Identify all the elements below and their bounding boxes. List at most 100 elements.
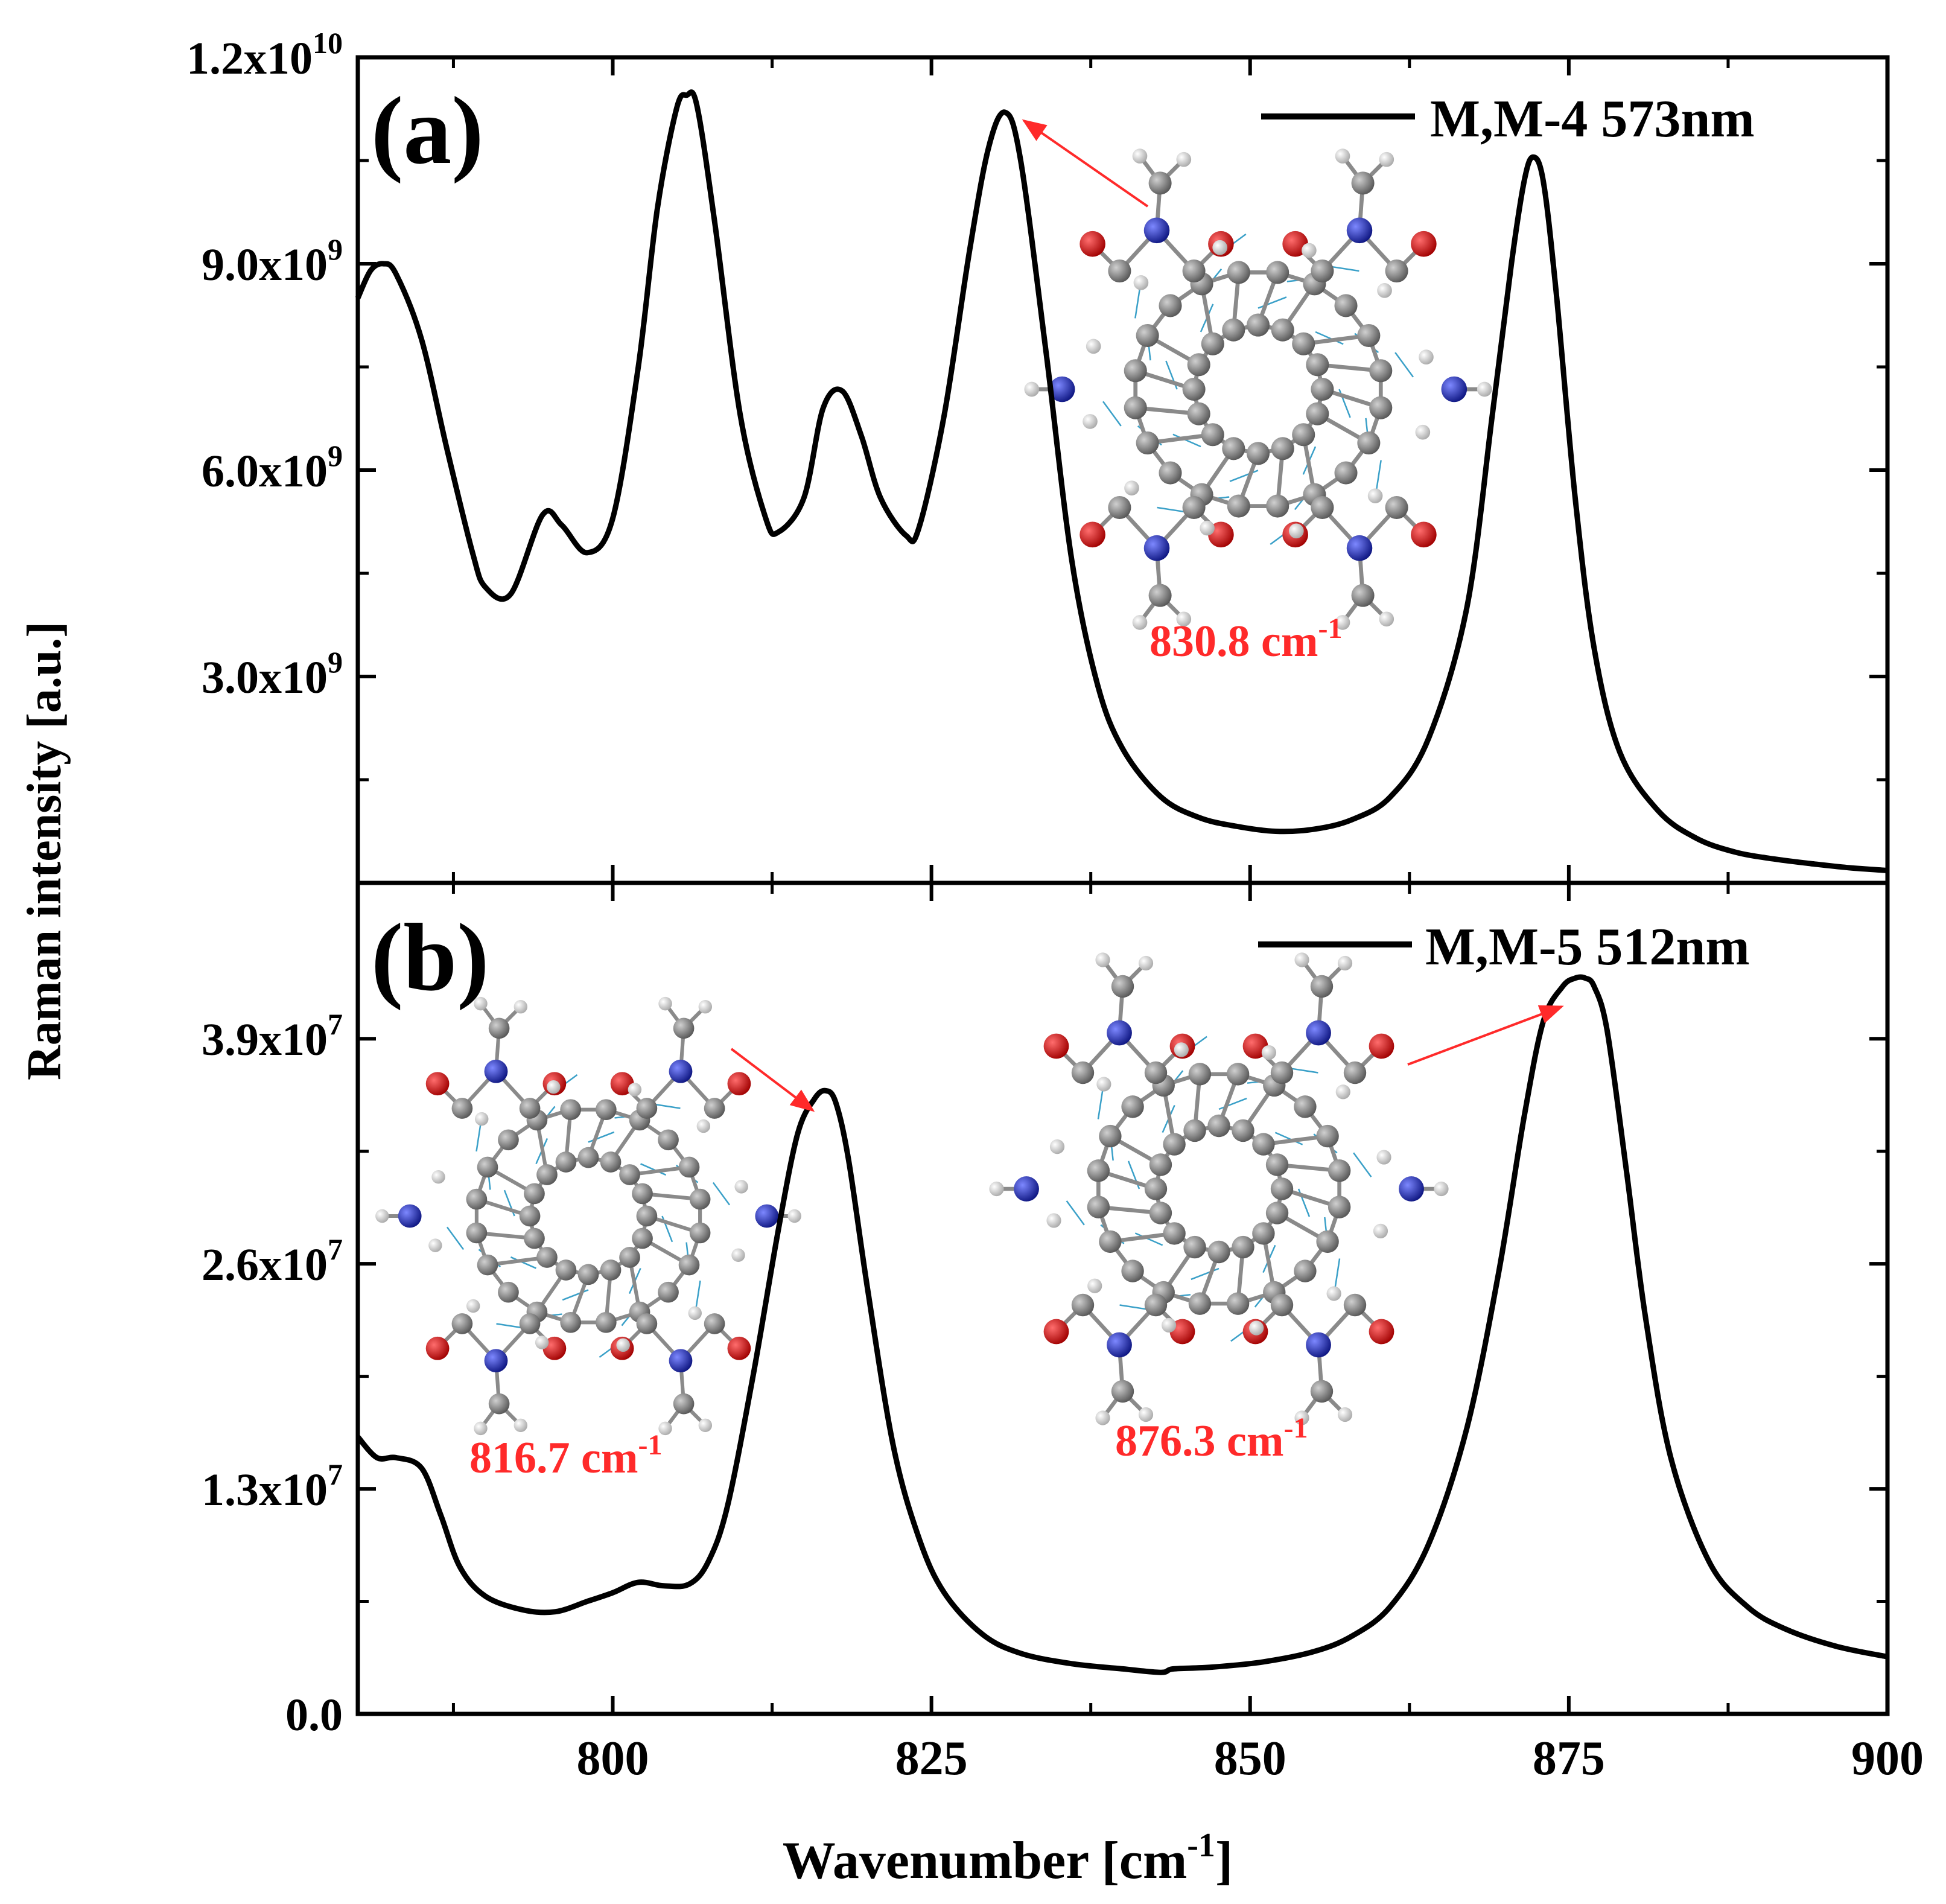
hydrogen-atom [1176,151,1192,167]
panel-b-annotation-right-sup: -1 [1284,1412,1308,1444]
nitrogen-atom [1143,535,1170,561]
carbon-atom [658,1281,679,1303]
hydrogen-atom [428,1238,442,1252]
carbon-atom [1149,1153,1172,1176]
vibration-vector [1229,470,1259,482]
carbon-atom [1222,437,1245,460]
carbon-atom [1201,332,1224,355]
hydrogen-atom [1415,424,1431,440]
carbon-atom [519,1098,541,1119]
panel-b-label: (b) [371,903,489,1011]
carbon-atom [519,1313,541,1334]
carbon-atom [1136,323,1159,348]
hydrogen-atom [1095,952,1110,967]
hydrogen-atom [731,1248,745,1262]
y-tick-label-a-0: 3.0x109 [202,645,343,703]
panel-a-series-line [355,89,1888,873]
carbon-atom [1246,313,1270,337]
hydrogen-atom [1376,1150,1391,1165]
carbon-atom [1159,461,1182,485]
y-tick-label-b-3: 3.9x107 [202,1007,343,1065]
hydrogen-atom [431,1170,445,1184]
nitrogen-atom [1049,376,1075,403]
hydrogen-atom [1379,611,1394,627]
hydrogen-atom [1335,615,1350,630]
carbon-atom [1121,1259,1144,1282]
carbon-atom [1111,1380,1134,1403]
y-tick-label-b-2: 2.6x107 [202,1232,343,1290]
nitrogen-atom [1014,1176,1039,1202]
hydrogen-atom [1337,1407,1353,1422]
panel-b-annotation-right-text: 876.3 cm [1115,1416,1284,1466]
nitrogen-atom [1107,1020,1132,1046]
carbon-atom [1111,975,1134,998]
carbon-atom [536,1247,558,1268]
vibration-vector [1134,288,1141,319]
carbon-atom [524,1227,545,1249]
oxygen-atom [1043,1033,1069,1059]
panel-b-legend-label: M,M-5 512nm [1425,918,1750,976]
carbon-atom [1252,1133,1275,1156]
carbon-atom [1328,1196,1351,1218]
nitrogen-atom [755,1204,779,1228]
carbon-atom [1311,377,1334,401]
hydrogen-atom [474,1421,488,1436]
carbon-atom [1201,423,1224,447]
carbon-atom [1311,259,1334,283]
vibration-vector [1394,352,1414,378]
hydrogen-atom [1337,955,1353,971]
carbon-atom [619,1164,640,1185]
carbon-atom [488,1393,510,1415]
nitrogen-atom [1306,1020,1331,1046]
carbon-atom [1369,359,1393,383]
carbon-atom [555,1151,577,1173]
carbon-atom [1232,1235,1254,1259]
carbon-atom [1266,494,1289,518]
carbon-atom [1124,359,1147,383]
oxygen-atom [1080,521,1105,548]
panel-b-annotation-left-text: 816.7 cm [469,1433,638,1483]
panel-a-annotation-sup: -1 [1318,613,1343,645]
panel-a-frame [355,55,1890,885]
carbon-atom [1108,495,1131,520]
carbon-atom [1385,259,1408,283]
vibration-vector [1258,296,1287,309]
hydrogen-atom [688,1306,702,1320]
carbon-atom [451,1098,473,1119]
hydrogen-atom [1212,240,1227,255]
nitrogen-atom [1399,1176,1424,1202]
carbon-atom [689,1222,711,1244]
hydrogen-atom [1176,611,1192,627]
carbon-atom [1087,1159,1110,1182]
carbon-atom [1310,1380,1334,1403]
vibration-vector [1218,1097,1247,1110]
hydrogen-atom [1132,148,1148,164]
y-axis-title: Raman intensity [a.u.] [18,622,71,1080]
vibration-vector [562,1289,589,1301]
carbon-atom [1183,1119,1206,1142]
nitrogen-atom [1346,535,1373,561]
carbon-atom [1226,1063,1250,1086]
x-axis-title-tail: ] [1215,1832,1233,1890]
carbon-atom [689,1188,711,1210]
carbon-atom [600,1259,622,1281]
nitrogen-atom [669,1349,693,1373]
hydrogen-atom [375,1209,389,1223]
vibration-vector [1375,460,1382,491]
hydrogen-atom [787,1209,801,1223]
nitrogen-atom [1346,217,1373,244]
hydrogen-atom [1477,381,1492,397]
carbon-atom [678,1254,700,1276]
hydrogen-atom [1434,1181,1449,1197]
hydrogen-atom [658,1421,672,1436]
carbon-atom [1311,495,1334,520]
carbon-atom [1246,442,1270,465]
carbon-atom [1252,1222,1275,1245]
hydrogen-atom [1335,148,1350,164]
oxygen-atom [1369,1319,1394,1345]
carbon-atom [488,1017,510,1039]
carbon-atom [524,1183,545,1205]
hydrogen-atom [1174,1042,1189,1057]
carbon-atom [1328,1159,1351,1182]
